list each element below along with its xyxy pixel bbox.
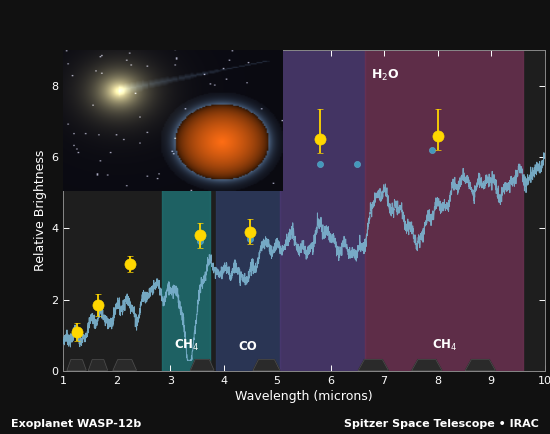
Text: Spitzer Space Telescope • IRAC: Spitzer Space Telescope • IRAC: [344, 419, 539, 429]
X-axis label: Wavelength (microns): Wavelength (microns): [235, 390, 373, 403]
Polygon shape: [113, 360, 136, 370]
Bar: [365, 50, 523, 371]
Text: H$_2$O: H$_2$O: [371, 68, 400, 83]
Text: CO: CO: [238, 340, 257, 353]
Polygon shape: [359, 360, 388, 370]
Polygon shape: [412, 360, 442, 370]
Text: CH$_4$: CH$_4$: [432, 338, 457, 353]
Text: Exoplanet WASP-12b: Exoplanet WASP-12b: [11, 419, 141, 429]
Y-axis label: Relative Brightness: Relative Brightness: [34, 150, 47, 271]
Bar: [162, 50, 210, 371]
Bar: [280, 50, 365, 371]
Polygon shape: [253, 360, 280, 370]
Polygon shape: [465, 360, 496, 370]
Text: CH$_4$: CH$_4$: [174, 338, 199, 353]
Polygon shape: [190, 360, 214, 370]
Bar: [216, 50, 280, 371]
Polygon shape: [67, 360, 86, 370]
Polygon shape: [89, 360, 108, 370]
